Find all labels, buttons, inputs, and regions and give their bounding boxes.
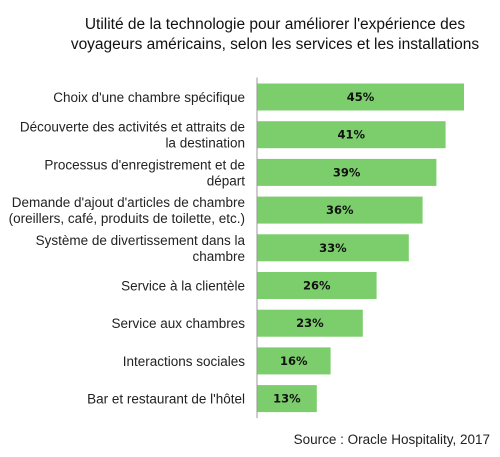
value-label-8: 16%	[280, 354, 308, 368]
value-label-3: 39%	[333, 165, 361, 179]
value-label-1: 45%	[347, 90, 375, 104]
bar-2	[257, 121, 446, 149]
bars	[257, 83, 464, 413]
chart-title-text: Utilité de la technologie pour améliorer…	[71, 16, 480, 53]
source-note: Source : Oracle Hospitality, 2017	[294, 432, 490, 447]
bar-3	[257, 158, 437, 186]
category-label-8: Interactions sociales	[123, 354, 246, 369]
bar-1	[257, 83, 464, 111]
value-label-5: 33%	[319, 241, 347, 255]
value-label-6: 26%	[303, 279, 331, 293]
bar-9	[257, 385, 317, 413]
category-label-9: Bar et restaurant de l'hôtel	[87, 392, 245, 407]
value-label-9: 13%	[273, 392, 301, 406]
bar-8	[257, 347, 331, 375]
chart-title: Utilité de la technologie pour améliorer…	[71, 16, 480, 53]
bar-7	[257, 309, 363, 337]
category-label-1: Choix d'une chambre spécifique	[53, 90, 245, 105]
category-label-6: Service à la clientèle	[121, 279, 245, 294]
value-label-4: 36%	[326, 203, 354, 217]
bar-5	[257, 234, 409, 262]
category-label-5: Système de divertissement dans la chambre	[36, 233, 246, 264]
bar-6	[257, 272, 377, 299]
category-labels: Choix d'une chambre spécifique Découverte…	[9, 90, 246, 407]
category-label-7: Service aux chambres	[111, 316, 245, 331]
bar-4	[257, 196, 423, 224]
category-label-3: Processus d'enregistrement et de départ	[44, 157, 245, 188]
category-label-4: Demande d'ajout d'articles de chambre (or…	[9, 195, 245, 226]
value-labels: 45% 41% 39% 36% 33% 26% 23% 16% 13%	[273, 90, 375, 406]
category-label-2: Découverte des activités et attraits de l…	[20, 120, 245, 151]
value-label-7: 23%	[296, 316, 324, 330]
value-label-2: 41%	[338, 128, 366, 142]
